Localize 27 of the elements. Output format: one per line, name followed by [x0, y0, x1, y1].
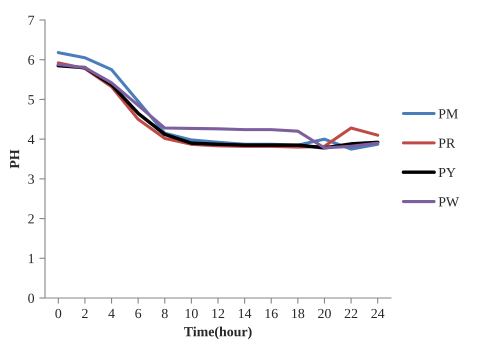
x-tick-label: 16: [266, 308, 278, 318]
x-tick-label: 24: [371, 308, 384, 318]
x-tick-label: 12: [212, 308, 224, 318]
legend-label: PW: [438, 197, 460, 207]
x-axis-title: Time(hour): [184, 326, 252, 340]
x-tick-label: 0: [55, 308, 62, 318]
legend-label: PY: [438, 168, 456, 178]
x-tick-label: 14: [238, 308, 252, 318]
y-tick-label: 5: [28, 95, 34, 104]
legend-label: PR: [438, 138, 456, 148]
y-tick-label: 2: [28, 214, 34, 224]
y-axis-title: PH: [10, 150, 20, 168]
x-tick-label: 20: [318, 308, 331, 318]
x-tick-label: 10: [186, 308, 198, 318]
y-tick-label: 6: [28, 55, 34, 65]
x-tick-label: 2: [82, 308, 88, 318]
x-tick-label: 18: [292, 308, 304, 318]
x-tick-label: 8: [162, 308, 168, 318]
y-tick-label: 0: [28, 294, 34, 303]
y-tick-label: 7: [28, 16, 34, 25]
y-tick-label: 1: [28, 254, 34, 264]
x-tick-label: 6: [135, 308, 142, 318]
legend-label: PM: [438, 109, 458, 118]
y-tick-label: 3: [28, 174, 34, 184]
y-tick-label: 4: [28, 134, 34, 144]
x-tick-label: 22: [344, 308, 358, 318]
x-tick-label: 4: [108, 308, 115, 318]
